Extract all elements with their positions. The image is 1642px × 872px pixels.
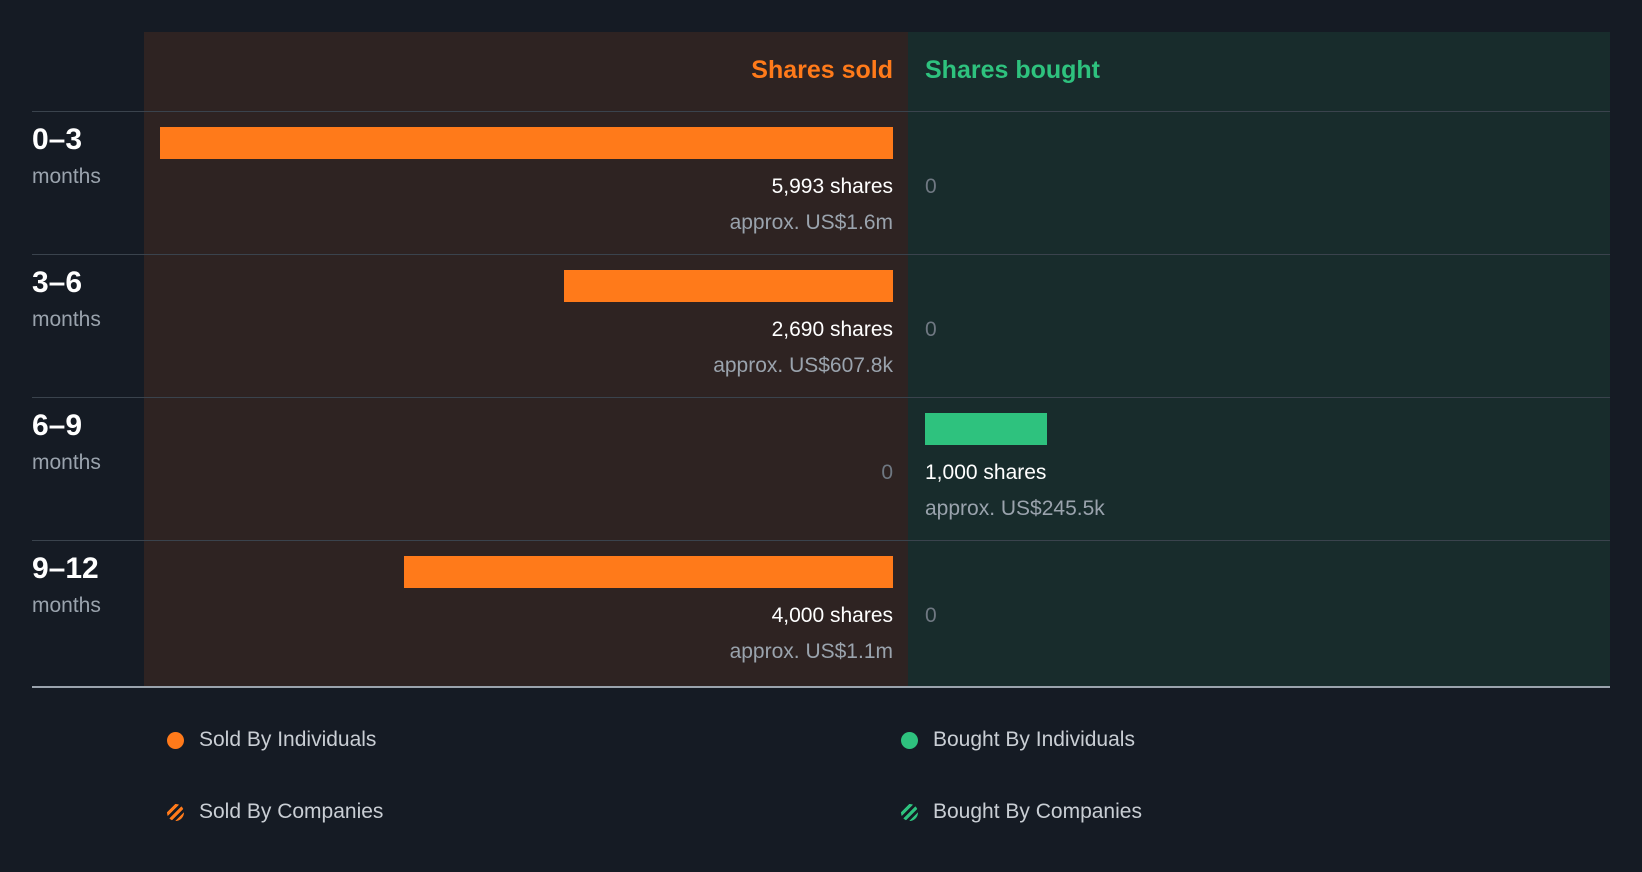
legend-dot-icon [167,731,184,749]
period-unit: months [32,165,101,188]
shares-sold-header: Shares sold [751,56,893,84]
bought-value-label: approx. US$245.5k [925,497,1105,520]
sold-value-label: approx. US$1.1m [729,640,893,663]
bought-bar [925,413,1047,445]
period-unit: months [32,594,101,617]
period-range: 0–3 [32,123,83,156]
legend-label: Bought By Companies [933,800,1142,823]
sold-shares-label: 4,000 shares [771,604,893,627]
period-label: 6–9 months [32,409,101,476]
sold-bar [160,127,893,159]
bought-zero-label: 0 [925,175,937,198]
row-separator [32,540,1610,541]
legend-label: Sold By Individuals [199,728,377,751]
sold-value-label: approx. US$607.8k [713,354,893,377]
bought-shares-label: 1,000 shares [925,461,1047,484]
legend-dot-icon [901,731,918,749]
sold-value-label: approx. US$1.6m [729,211,893,234]
period-label: 0–3 months [32,123,101,190]
legend-item[interactable]: Bought By Companies [901,797,1142,827]
row-separator [32,397,1610,398]
period-label: 9–12 months [32,552,101,619]
period-range: 3–6 [32,266,83,299]
x-axis-baseline [32,686,1610,688]
shares-bought-panel [908,32,1610,688]
row-separator [32,111,1610,112]
sold-bar [564,270,893,302]
sold-shares-label: 5,993 shares [771,175,893,198]
period-range: 9–12 [32,552,99,585]
row-separator [32,254,1610,255]
legend-hatched-dot-icon [901,803,918,821]
bought-zero-label: 0 [925,318,937,341]
legend-hatched-dot-icon [167,803,184,821]
legend-item[interactable]: Sold By Companies [167,797,383,827]
legend-item[interactable]: Sold By Individuals [167,725,376,755]
shares-bought-header: Shares bought [925,56,1101,84]
bought-zero-label: 0 [925,604,937,627]
sold-shares-label: 2,690 shares [771,318,893,341]
sold-bar [404,556,893,588]
legend-label: Sold By Companies [199,800,384,823]
sold-zero-label: 0 [881,461,893,484]
legend-label: Bought By Individuals [933,728,1135,751]
period-range: 6–9 [32,409,83,442]
period-label: 3–6 months [32,266,101,333]
period-unit: months [32,308,101,331]
legend-item[interactable]: Bought By Individuals [901,725,1135,755]
period-unit: months [32,451,101,474]
